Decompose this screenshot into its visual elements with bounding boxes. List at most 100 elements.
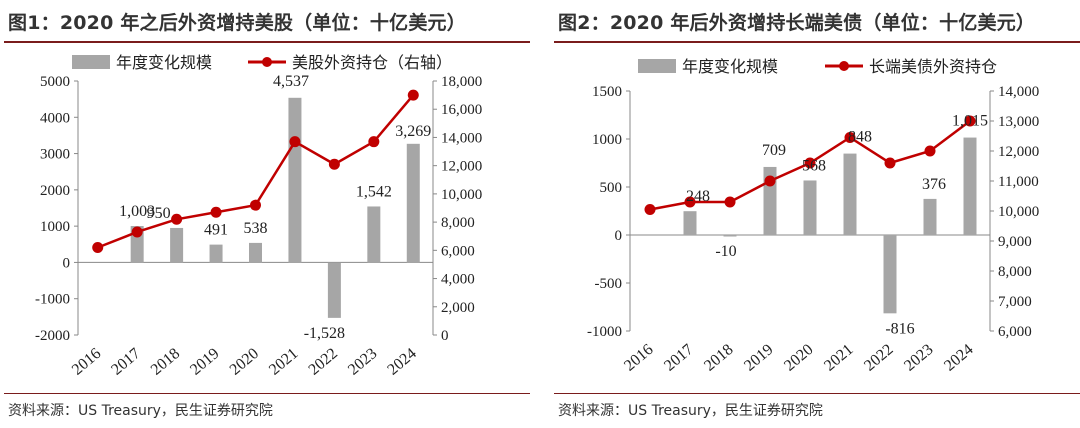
category-label: 2024 bbox=[941, 341, 976, 375]
left-tick-label: 1500 bbox=[592, 84, 622, 100]
right-tick-label: 7,000 bbox=[998, 294, 1032, 310]
bar-data-label: 3,269 bbox=[395, 123, 431, 140]
legend-line-label: 长端美债外资持仓 bbox=[869, 57, 997, 76]
bar bbox=[803, 180, 817, 235]
right-tick-label: 13,000 bbox=[998, 114, 1039, 130]
legend-line-marker bbox=[262, 57, 272, 67]
source-rule bbox=[4, 393, 530, 394]
source-note: 资料来源：US Treasury，民生证券研究院 bbox=[8, 403, 273, 419]
bar-data-label: 491 bbox=[204, 222, 228, 239]
chart-title: 图1：2020 年之后外资增持美股（单位：十亿美元） bbox=[8, 12, 466, 34]
bar bbox=[406, 143, 420, 263]
left-tick-label: 0 bbox=[63, 255, 71, 271]
right-tick-label: 9,000 bbox=[998, 234, 1032, 250]
left-tick-label: 5000 bbox=[40, 74, 70, 90]
line-point bbox=[724, 196, 736, 208]
right-tick-label: 12,000 bbox=[998, 144, 1039, 160]
category-label: 2018 bbox=[701, 341, 736, 375]
source-rule bbox=[554, 393, 1080, 394]
category-label: 2018 bbox=[148, 345, 183, 379]
category-label: 2022 bbox=[861, 341, 896, 375]
category-label: 2017 bbox=[108, 345, 143, 379]
line-point bbox=[368, 136, 380, 148]
bar bbox=[883, 235, 897, 314]
bar-data-label: 1,003 bbox=[119, 203, 155, 220]
right-tick-label: 18,000 bbox=[441, 74, 482, 90]
title-rule bbox=[4, 41, 530, 43]
category-label: 2016 bbox=[621, 341, 656, 375]
right-tick-label: 6,000 bbox=[441, 243, 475, 259]
category-label: 2016 bbox=[69, 345, 104, 379]
line-point bbox=[328, 158, 340, 170]
bar bbox=[963, 137, 977, 235]
bar-data-label: -816 bbox=[885, 320, 914, 337]
line-point bbox=[924, 145, 936, 157]
bar-data-label: 950 bbox=[147, 205, 171, 222]
category-label: 2017 bbox=[661, 341, 696, 375]
line-point bbox=[131, 226, 143, 238]
left-tick-label: 1000 bbox=[40, 219, 70, 235]
legend-bar-swatch bbox=[638, 59, 676, 73]
bar-data-label: 538 bbox=[244, 220, 268, 237]
line-point bbox=[684, 196, 696, 208]
bar bbox=[170, 227, 184, 263]
bar-data-label: -1,528 bbox=[304, 325, 345, 342]
bar bbox=[683, 211, 697, 235]
category-label: 2019 bbox=[741, 341, 776, 375]
line-point bbox=[964, 115, 976, 127]
bar bbox=[249, 242, 262, 263]
left-tick-label: 3000 bbox=[40, 147, 70, 163]
category-label: 2021 bbox=[821, 341, 856, 375]
bar-data-label: 248 bbox=[686, 188, 710, 205]
bar-data-label: 568 bbox=[802, 157, 826, 174]
legend-line-label: 美股外资持仓（右轴） bbox=[292, 53, 452, 72]
bar bbox=[209, 244, 223, 263]
right-tick-label: 8,000 bbox=[998, 264, 1032, 280]
line-point bbox=[92, 242, 104, 254]
chart-panel-left: 图1：2020 年之后外资增持美股（单位：十亿美元） 年度变化规模 美股外资持仓（… bbox=[0, 0, 530, 428]
chart-svg: 年度变化规模 长端美债外资持仓 -1000 -500 0 500 1000 1500 6,000… bbox=[587, 57, 1039, 375]
legend-bar-label: 年度变化规模 bbox=[682, 57, 778, 76]
bar-data-label: 376 bbox=[922, 176, 946, 193]
left-tick-label: -1000 bbox=[35, 292, 70, 308]
legend-bar-label: 年度变化规模 bbox=[116, 53, 212, 72]
line-point bbox=[171, 213, 183, 225]
right-tick-label: 12,000 bbox=[441, 159, 482, 175]
right-tick-label: 14,000 bbox=[441, 130, 482, 146]
right-tick-label: 14,000 bbox=[998, 84, 1039, 100]
right-tick-label: 8,000 bbox=[441, 215, 475, 231]
category-label: 2020 bbox=[227, 345, 262, 379]
category-label: 2020 bbox=[781, 341, 816, 375]
bar bbox=[923, 198, 937, 235]
left-tick-label: 4000 bbox=[40, 110, 70, 126]
category-label: 2024 bbox=[384, 345, 419, 379]
right-tick-label: 6,000 bbox=[998, 324, 1032, 340]
bar bbox=[843, 153, 857, 235]
category-label: 2021 bbox=[266, 345, 301, 379]
bar-data-label: 4,537 bbox=[273, 73, 309, 90]
right-tick-label: 4,000 bbox=[441, 272, 475, 288]
title-rule bbox=[554, 41, 1080, 43]
left-tick-label: 2000 bbox=[40, 183, 70, 199]
line-point bbox=[250, 199, 261, 211]
bar-data-label: 848 bbox=[848, 129, 872, 146]
bar-data-label: -10 bbox=[715, 243, 736, 260]
legend-bar-swatch bbox=[72, 55, 110, 69]
bar bbox=[723, 235, 737, 237]
left-tick-label: 500 bbox=[600, 180, 623, 196]
right-tick-label: 16,000 bbox=[441, 102, 482, 118]
left-tick-label: 0 bbox=[615, 228, 623, 244]
source-note: 资料来源：US Treasury，民生证券研究院 bbox=[558, 403, 823, 419]
line-point bbox=[884, 157, 896, 169]
left-tick-label: 1000 bbox=[592, 132, 622, 148]
legend-line-marker bbox=[839, 61, 849, 71]
chart-panel-right: 图2：2020 年后外资增持长端美债（单位：十亿美元） 年度变化规模 长端美债外资… bbox=[550, 0, 1080, 428]
line-point bbox=[289, 136, 301, 148]
left-tick-label: -2000 bbox=[35, 328, 70, 344]
line-point bbox=[644, 204, 656, 215]
bar-data-label: 1,015 bbox=[952, 113, 988, 130]
bar bbox=[367, 206, 381, 263]
category-label: 2019 bbox=[187, 345, 222, 379]
bar-data-label: 709 bbox=[762, 142, 786, 159]
line-point bbox=[804, 157, 816, 169]
